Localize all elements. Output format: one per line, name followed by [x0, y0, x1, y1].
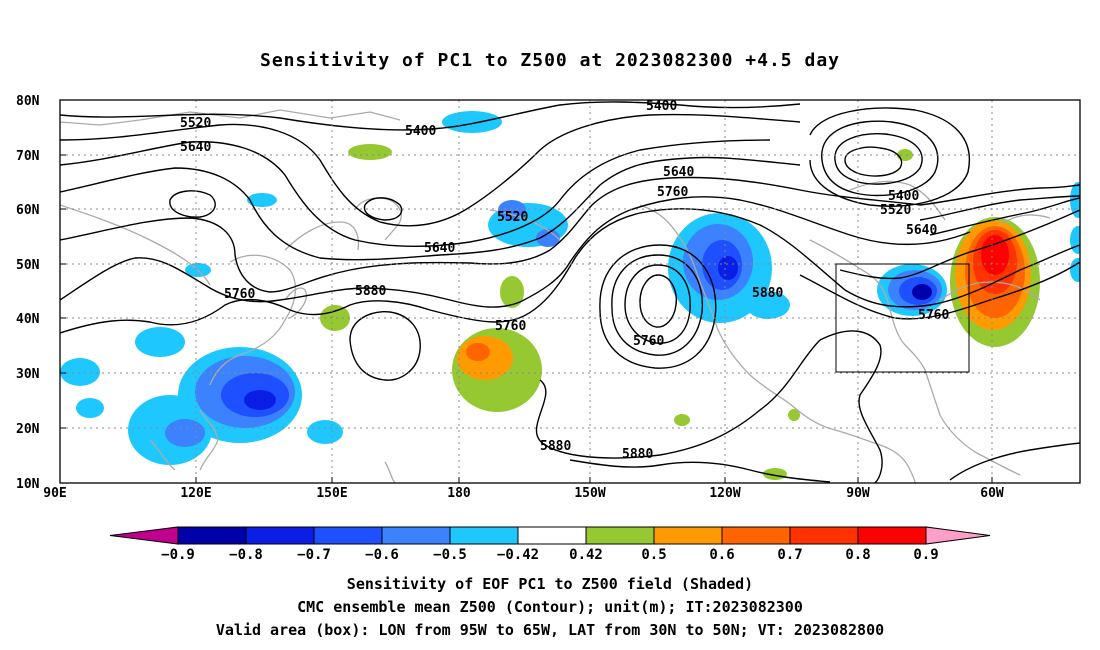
- contour-label: 5520: [497, 210, 528, 225]
- lon-label: 120E: [180, 486, 211, 501]
- lat-label: 80N: [16, 94, 40, 109]
- lat-label: 30N: [16, 367, 40, 382]
- contour-labels: 5520 5640 5400 5640 5760 5400 5520 5640 …: [180, 99, 949, 462]
- colorbar-segment: [245, 526, 315, 545]
- lon-label: 150E: [316, 486, 347, 501]
- lon-label: 180: [447, 486, 471, 501]
- grid-lines: [60, 100, 1080, 483]
- shaded-sensitivity: [60, 111, 1080, 480]
- colorbar-label: −0.42: [497, 547, 539, 563]
- colorbar-label: 0.5: [641, 547, 666, 563]
- lon-label: 120W: [709, 486, 740, 501]
- colorbar-segment: [857, 526, 927, 545]
- contour-label: 5760: [918, 308, 949, 323]
- footer-line-1: Sensitivity of EOF PC1 to Z500 field (Sh…: [346, 575, 754, 593]
- lon-label: 150W: [574, 486, 605, 501]
- colorbar-label: 0.7: [777, 547, 802, 563]
- colorbar-segment: [517, 526, 587, 545]
- z500-contours: [60, 101, 1080, 483]
- contour-label: 5880: [355, 284, 386, 299]
- colorbar-end-right: [925, 526, 991, 545]
- map-title: Sensitivity of PC1 to Z500 at 2023082300…: [259, 50, 840, 71]
- colorbar-label: −0.7: [297, 547, 331, 563]
- map-frame: [59, 99, 1081, 484]
- colorbar-segment: [653, 526, 723, 545]
- colorbar-segment: [585, 526, 655, 545]
- lon-label: 60W: [980, 486, 1004, 501]
- colorbar-segment: [313, 526, 383, 545]
- lon-labels: 90E 120E 150E 180 150W 120W 90W 60W: [43, 486, 1004, 501]
- contour-label: 5400: [888, 189, 919, 204]
- contour-label: 5400: [646, 99, 677, 114]
- lat-labels: 80N 70N 60N 50N 40N 30N 20N 10N: [16, 94, 40, 492]
- lat-label: 50N: [16, 258, 40, 273]
- colorbar-segment: [789, 526, 859, 545]
- footer-line-2: CMC ensemble mean Z500 (Contour); unit(m…: [297, 598, 803, 616]
- lon-label: 90W: [846, 486, 870, 501]
- contour-label: 5880: [622, 447, 653, 462]
- colorbar-label: 0.8: [845, 547, 870, 563]
- contour-label: 5640: [180, 140, 211, 155]
- contour-label: 5640: [906, 223, 937, 238]
- lon-label: 90E: [43, 486, 66, 501]
- tick-marks: [60, 154, 993, 483]
- valid-area-box: [835, 263, 970, 373]
- colorbar-end-left: [109, 526, 179, 545]
- colorbar: −0.9 −0.8 −0.7 −0.6 −0.5 −0.42 0.42 0.5 0.6 0.7 0.…: [109, 526, 991, 563]
- colorbar-label: −0.6: [365, 547, 399, 563]
- colorbar-label: −0.8: [229, 547, 263, 563]
- colorbar-segment: [721, 526, 791, 545]
- contour-label: 5880: [540, 439, 571, 454]
- colorbar-label: 0.42: [569, 547, 603, 563]
- footer-line-3: Valid area (box): LON from 95W to 65W, L…: [215, 621, 885, 639]
- colorbar-segment: [177, 526, 247, 545]
- lat-label: 40N: [16, 312, 40, 327]
- lat-label: 60N: [16, 203, 40, 218]
- contour-label: 5520: [180, 116, 211, 131]
- contour-label: 5640: [424, 241, 455, 256]
- colorbar-segment: [449, 526, 519, 545]
- colorbar-label: 0.9: [913, 547, 938, 563]
- colorbar-label: −0.9: [161, 547, 195, 563]
- colorbar-label: 0.6: [709, 547, 734, 563]
- contour-label: 5760: [633, 334, 664, 349]
- contour-label: 5640: [663, 165, 694, 180]
- lat-label: 70N: [16, 149, 40, 164]
- contour-label: 5400: [405, 124, 436, 139]
- contour-label: 5880: [752, 286, 783, 301]
- contour-label: 5760: [224, 287, 255, 302]
- colorbar-segment: [381, 526, 451, 545]
- lat-label: 20N: [16, 422, 40, 437]
- contour-label: 5760: [657, 185, 688, 200]
- contour-label: 5520: [880, 203, 911, 218]
- contour-label: 5760: [495, 319, 526, 334]
- colorbar-label: −0.5: [433, 547, 467, 563]
- lat-label: 10N: [16, 477, 40, 492]
